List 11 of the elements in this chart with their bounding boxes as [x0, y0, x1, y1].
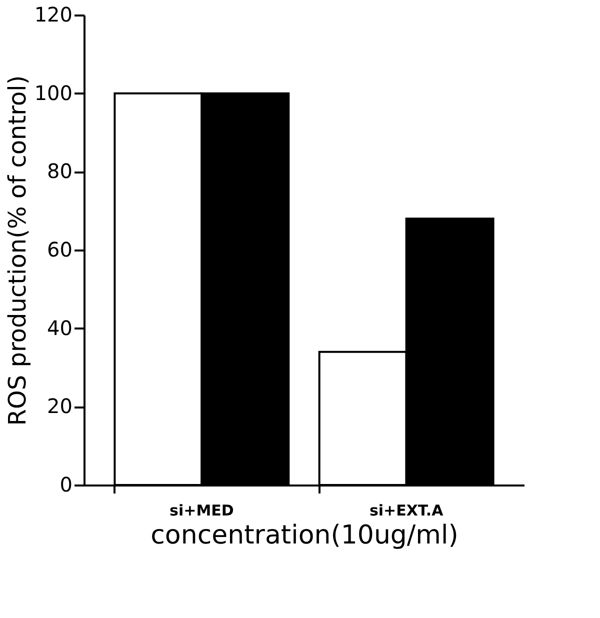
y-tick-label: 0 [60, 472, 72, 496]
x-tick-label: si+EXT.A [369, 502, 444, 520]
y-tick-label: 40 [47, 316, 72, 340]
y-tick-label: 60 [47, 238, 72, 262]
x-tick-label: si+MED [170, 502, 234, 520]
y-tick-label: 120 [34, 2, 72, 26]
y-axis-title: ROS production(% of control) [3, 75, 32, 426]
y-tick-label: 100 [34, 80, 72, 105]
y-tick-label: 80 [47, 159, 72, 184]
y-tick-label: 20 [47, 394, 72, 418]
x-axis-title: concentration(10ug/ml) [150, 520, 458, 550]
